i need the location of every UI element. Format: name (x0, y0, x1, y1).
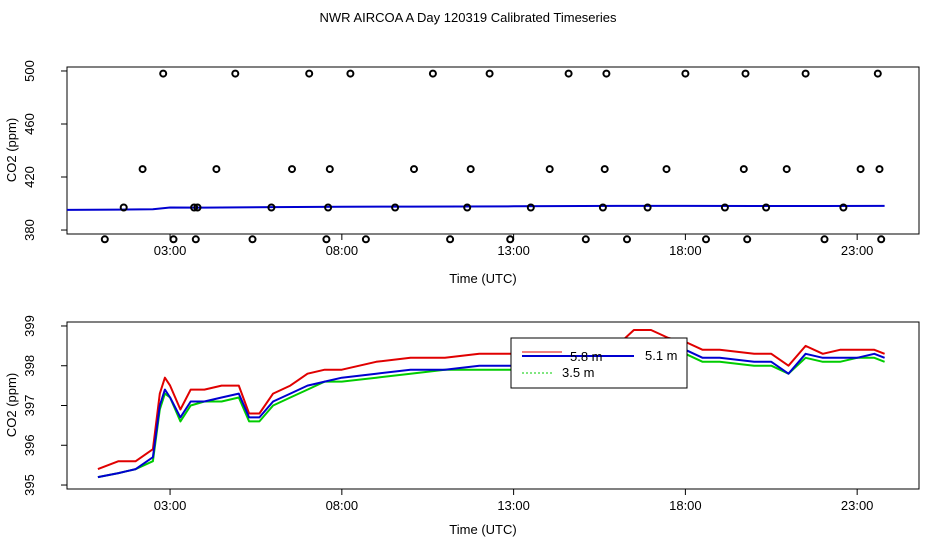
legend-label-3-5m: 3.5 m (562, 365, 595, 380)
top-x-tick-label: 08:00 (326, 243, 359, 258)
top-y-tick-label: 500 (22, 60, 37, 82)
chart-title: NWR AIRCOA A Day 120319 Calibrated Times… (320, 10, 617, 25)
calibration-point (391, 203, 400, 212)
calibration-point (877, 235, 886, 244)
top-plot-frame (66, 66, 920, 235)
calibration-point (485, 69, 494, 78)
calibration-point (446, 235, 455, 244)
calibration-point (248, 235, 257, 244)
calibration-point (288, 165, 296, 174)
bottom-y-axis: 395 396 397 398 399 (22, 315, 67, 496)
bottom-y-tick-label: 397 (22, 395, 37, 417)
calibration-point (361, 235, 370, 244)
top-y-axis-label: CO2 (ppm) (4, 118, 19, 182)
calibration-point (466, 165, 475, 174)
legend: 5.1 m 3.5 m 5.8 m (510, 337, 688, 389)
top-x-tick-label: 18:00 (669, 243, 702, 258)
top-y-tick-label: 380 (22, 219, 37, 241)
legend-label-5-8m: 5.8 m (570, 349, 603, 364)
calibration-point (873, 69, 882, 78)
calibration-point (191, 235, 200, 244)
bottom-x-tick-label: 08:00 (326, 498, 359, 513)
bottom-series-group (97, 329, 885, 479)
calibration-point (169, 235, 178, 244)
calibration-point (598, 203, 607, 212)
calibration-point (801, 69, 810, 78)
calibration-point (623, 235, 631, 244)
calibration-point (782, 165, 791, 174)
calibration-point (820, 235, 829, 244)
bottom-x-axis-label: Time (UTC) (449, 522, 516, 537)
calibration-point (702, 235, 710, 244)
calibration-point (602, 69, 611, 78)
legend-label-5-1m: 5.1 m (645, 348, 678, 363)
top-x-tick-label: 23:00 (841, 243, 874, 258)
top-x-tick-label: 13:00 (497, 243, 530, 258)
calibration-point (119, 203, 128, 212)
bottom-x-tick-label: 23:00 (841, 498, 874, 513)
calibration-point (720, 203, 729, 212)
bottom-y-tick-label: 398 (22, 355, 37, 377)
calibration-point (138, 165, 147, 174)
calibration-point (581, 235, 590, 244)
bottom-series-line-5-8-m (97, 329, 885, 471)
calibration-point (190, 203, 199, 212)
calibration-point (545, 165, 554, 174)
top-y-axis: 380 420 460 500 (22, 60, 67, 241)
calibration-point (325, 165, 334, 174)
bottom-series-line-5-1-m (97, 340, 885, 479)
calibration-point (564, 69, 573, 78)
calibration-point (600, 165, 609, 174)
calibration-point (267, 203, 276, 212)
top-y-tick-label: 420 (22, 166, 37, 188)
bottom-y-axis-label: CO2 (ppm) (4, 373, 19, 437)
top-y-tick-label: 460 (22, 113, 37, 135)
calibration-point (739, 165, 748, 174)
calibration-point (324, 203, 333, 212)
top-panel: 03:00 08:00 13:00 18:00 23:00 380 420 460 500 T… (4, 60, 920, 286)
bottom-y-tick-label: 396 (22, 434, 37, 456)
calibration-point (839, 203, 848, 212)
bottom-x-tick-label: 18:00 (669, 498, 702, 513)
bottom-y-tick-label: 399 (22, 315, 37, 337)
top-x-tick-label: 03:00 (154, 243, 187, 258)
top-series-line-calibrated (66, 204, 885, 211)
calibration-point (305, 69, 314, 78)
calibration-point (856, 165, 865, 174)
calibration-point (743, 235, 752, 244)
calibration-point (428, 69, 437, 78)
bottom-x-tick-label: 03:00 (154, 498, 187, 513)
bottom-y-tick-label: 395 (22, 474, 37, 496)
calibration-point (741, 69, 750, 78)
calibration-point (212, 165, 221, 174)
calibration-point (100, 235, 109, 244)
calibration-point (526, 203, 535, 212)
top-x-axis-label: Time (UTC) (449, 271, 516, 286)
top-series-group (66, 204, 885, 211)
bottom-x-tick-label: 13:00 (497, 498, 530, 513)
calibration-point (410, 165, 418, 174)
calibration-point (463, 203, 472, 212)
bottom-series-line-3-5-m (97, 344, 885, 479)
calibration-point (193, 203, 202, 212)
calibration-point (231, 69, 240, 78)
calibration-point (875, 165, 884, 174)
calibration-point (322, 235, 331, 244)
top-calibration-points (100, 69, 886, 244)
calibration-point (762, 203, 771, 212)
calibration-point (346, 69, 355, 78)
calibration-point (681, 69, 690, 78)
calibration-point (159, 69, 168, 78)
calibration-point (643, 203, 652, 212)
bottom-x-axis: 03:00 08:00 13:00 18:00 23:00 (154, 489, 874, 513)
bottom-panel: 03:00 08:00 13:00 18:00 23:00 39539639739839… (4, 315, 920, 537)
top-x-axis: 03:00 08:00 13:00 18:00 23:00 (154, 234, 874, 258)
legend-box (510, 337, 688, 389)
calibration-point (506, 235, 515, 244)
calibration-point (662, 165, 671, 174)
